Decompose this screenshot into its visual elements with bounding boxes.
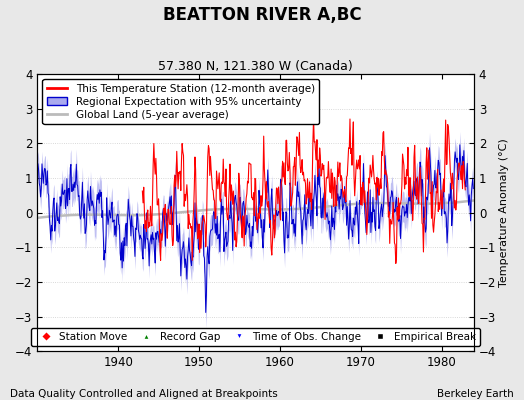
Text: Berkeley Earth: Berkeley Earth — [437, 389, 514, 399]
Y-axis label: Temperature Anomaly (°C): Temperature Anomaly (°C) — [499, 138, 509, 287]
Text: BEATTON RIVER A,BC: BEATTON RIVER A,BC — [162, 6, 362, 24]
Text: Data Quality Controlled and Aligned at Breakpoints: Data Quality Controlled and Aligned at B… — [10, 389, 278, 399]
Legend: Station Move, Record Gap, Time of Obs. Change, Empirical Break: Station Move, Record Gap, Time of Obs. C… — [31, 328, 480, 346]
Title: 57.380 N, 121.380 W (Canada): 57.380 N, 121.380 W (Canada) — [158, 60, 353, 73]
